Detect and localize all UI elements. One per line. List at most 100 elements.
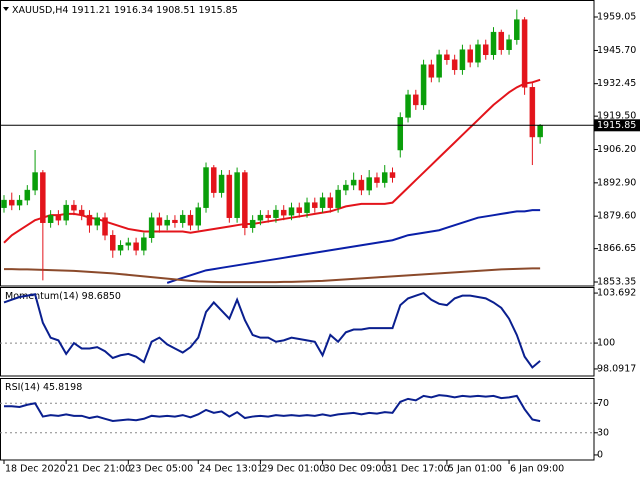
candle-body [358,179,365,191]
plot-area [0,394,594,434]
candle-body [405,94,411,118]
x-tick-label: 24 Dec 13:01 [199,464,263,475]
candle-body [156,217,163,226]
candle-body [420,64,427,106]
y-tick-label: 1892.90 [597,177,636,188]
y-tick-label: 1959.05 [597,11,636,22]
candle-body [413,94,419,106]
candle-body [537,125,543,138]
candle-body [327,197,334,208]
candle-body [86,214,93,226]
candle-body [94,217,100,226]
candle-body [117,245,124,251]
candle-body [32,172,38,191]
y-tick-label: 100 [597,338,615,349]
candle-body [16,199,23,206]
candle-body [521,19,528,88]
close-price: 1915.85 [198,5,237,16]
y-tick-label: 1932.45 [597,78,636,89]
candle-body [343,184,349,191]
indicator-name: RSI(14) [5,382,40,393]
candle-body [374,177,380,183]
plot-area [0,291,594,369]
candle-body [172,219,178,223]
y-tick-label: 70 [597,398,609,409]
candle-body [40,172,46,223]
x-tick-label: 31 Dec 17:00 [386,464,450,475]
candle-body [179,214,186,223]
candle-body [164,219,170,226]
y-tick-label: 98.0917 [597,363,636,374]
x-tick-label: 5 Jan 01:00 [448,464,502,475]
candle-body [218,174,225,193]
x-tick-label: 29 Dec 01:00 [261,464,325,475]
candle-body [381,172,388,183]
candle-body [280,209,287,216]
candle-body [350,179,357,186]
candle-body [296,207,303,213]
candle-body [110,234,116,251]
candle-body [490,31,497,55]
candle-body [9,199,15,206]
low-price: 1908.51 [156,5,195,16]
x-tick-label: 30 Dec 09:00 [324,464,388,475]
candle-body [444,54,450,60]
candle-body [265,214,271,218]
y-tick-label: 1853.35 [597,276,636,287]
candle-body [125,242,132,246]
candle-body [514,19,520,40]
y-tick-label: 0 [597,449,603,460]
current-price-box [594,119,640,132]
x-tick-label: 21 Dec 21:00 [67,464,131,475]
candle-body [24,189,31,201]
candle-body [366,177,372,191]
y-tick-label: 1919.50 [597,111,636,122]
moving-average [166,209,541,284]
candle-body [187,214,194,226]
open-price: 1911.21 [72,5,111,16]
candle-body [47,214,54,223]
moving-average [3,78,541,244]
candle-body [475,44,481,63]
momentum-panel-border [0,287,595,377]
candle-body [319,197,326,208]
y-tick-label: 30 [597,427,609,438]
rsi-panel-border [0,378,595,461]
candle-body [397,117,404,151]
candle-body [273,209,279,218]
y-tick-label: 103.692 [597,288,636,299]
candle-body [428,64,435,78]
candle-body [102,217,108,236]
current-price-label: 1915.85 [597,120,636,131]
x-tick-label: 18 Dec 2020 [5,464,66,475]
candle-body [226,174,233,218]
candle-body [467,49,473,63]
candle-body [71,204,77,211]
candle-body [506,39,512,50]
y-tick-label: 1906.20 [597,144,636,155]
candle-body [389,172,396,178]
indicator-line [4,394,541,423]
moving-average [4,267,541,284]
symbol: XAUUSD,H4 [12,5,68,16]
indicator-value: 98.6850 [82,291,121,302]
candle-body [63,204,69,221]
candle-body [436,54,442,78]
candle-body [249,219,256,228]
high-price: 1916.34 [114,5,153,16]
x-tick-label: 23 Dec 05:00 [129,464,193,475]
indicator-name: Momentum(14) [5,291,79,302]
indicator-value: 45.8198 [43,382,82,393]
x-tick-label: 6 Jan 09:00 [510,464,564,475]
candle-body [335,189,341,208]
candle-body [133,242,139,251]
momentum-title: Momentum(14) 98.6850 [5,291,121,302]
candle-body [148,217,155,238]
menu-triangle [3,7,9,11]
candle-body [195,207,201,226]
candle-body [288,207,295,216]
chart-header: XAUUSD,H4 1911.21 1916.34 1908.51 1915.8… [12,5,238,16]
candle-body [211,167,217,193]
